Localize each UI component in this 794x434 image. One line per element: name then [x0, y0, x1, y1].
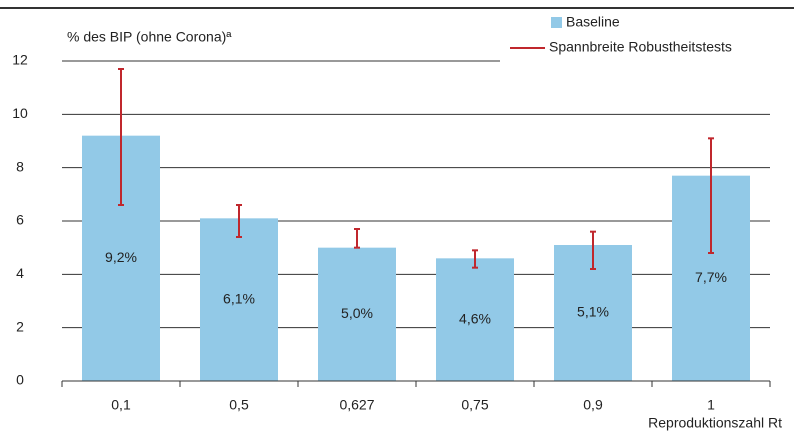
x-tick-label: 0,75	[461, 397, 488, 413]
x-tick-label: 0,627	[339, 397, 374, 413]
legend-label: Spannbreite Robustheitstests	[549, 39, 732, 55]
error-bar	[708, 137, 714, 254]
error-bar	[118, 68, 124, 206]
legend-bg	[500, 12, 790, 62]
error-bar	[590, 230, 596, 270]
x-tick-label: 0,1	[111, 397, 131, 413]
x-tick-label: 1	[707, 397, 715, 413]
x-tick-label: 0,9	[583, 397, 603, 413]
x-axis-label: Reproduktionszahl Rt	[648, 415, 782, 431]
y-tick-label: 2	[16, 318, 24, 334]
value-label: 4,6%	[459, 310, 491, 326]
bar	[436, 258, 514, 381]
bar	[200, 218, 278, 381]
y-tick-label: 12	[12, 52, 28, 68]
legend-label: Baseline	[566, 14, 620, 30]
value-label: 9,2%	[105, 249, 137, 265]
y-tick-label: 0	[16, 372, 24, 388]
error-bar	[236, 204, 242, 238]
error-bar	[472, 249, 478, 269]
error-bar	[354, 228, 360, 249]
bar	[318, 247, 396, 381]
x-tick-label: 0,5	[229, 397, 249, 413]
value-label: 7,7%	[695, 269, 727, 285]
y-tick-label: 4	[16, 265, 24, 281]
legend-swatch	[551, 17, 562, 28]
value-label: 5,1%	[577, 304, 609, 320]
y-tick-label: 10	[12, 105, 28, 121]
value-label: 5,0%	[341, 305, 373, 321]
y-tick-label: 8	[16, 158, 24, 174]
y-axis-label: % des BIP (ohne Corona)ª	[67, 29, 232, 45]
value-label: 6,1%	[223, 290, 255, 306]
y-tick-label: 6	[16, 212, 24, 228]
